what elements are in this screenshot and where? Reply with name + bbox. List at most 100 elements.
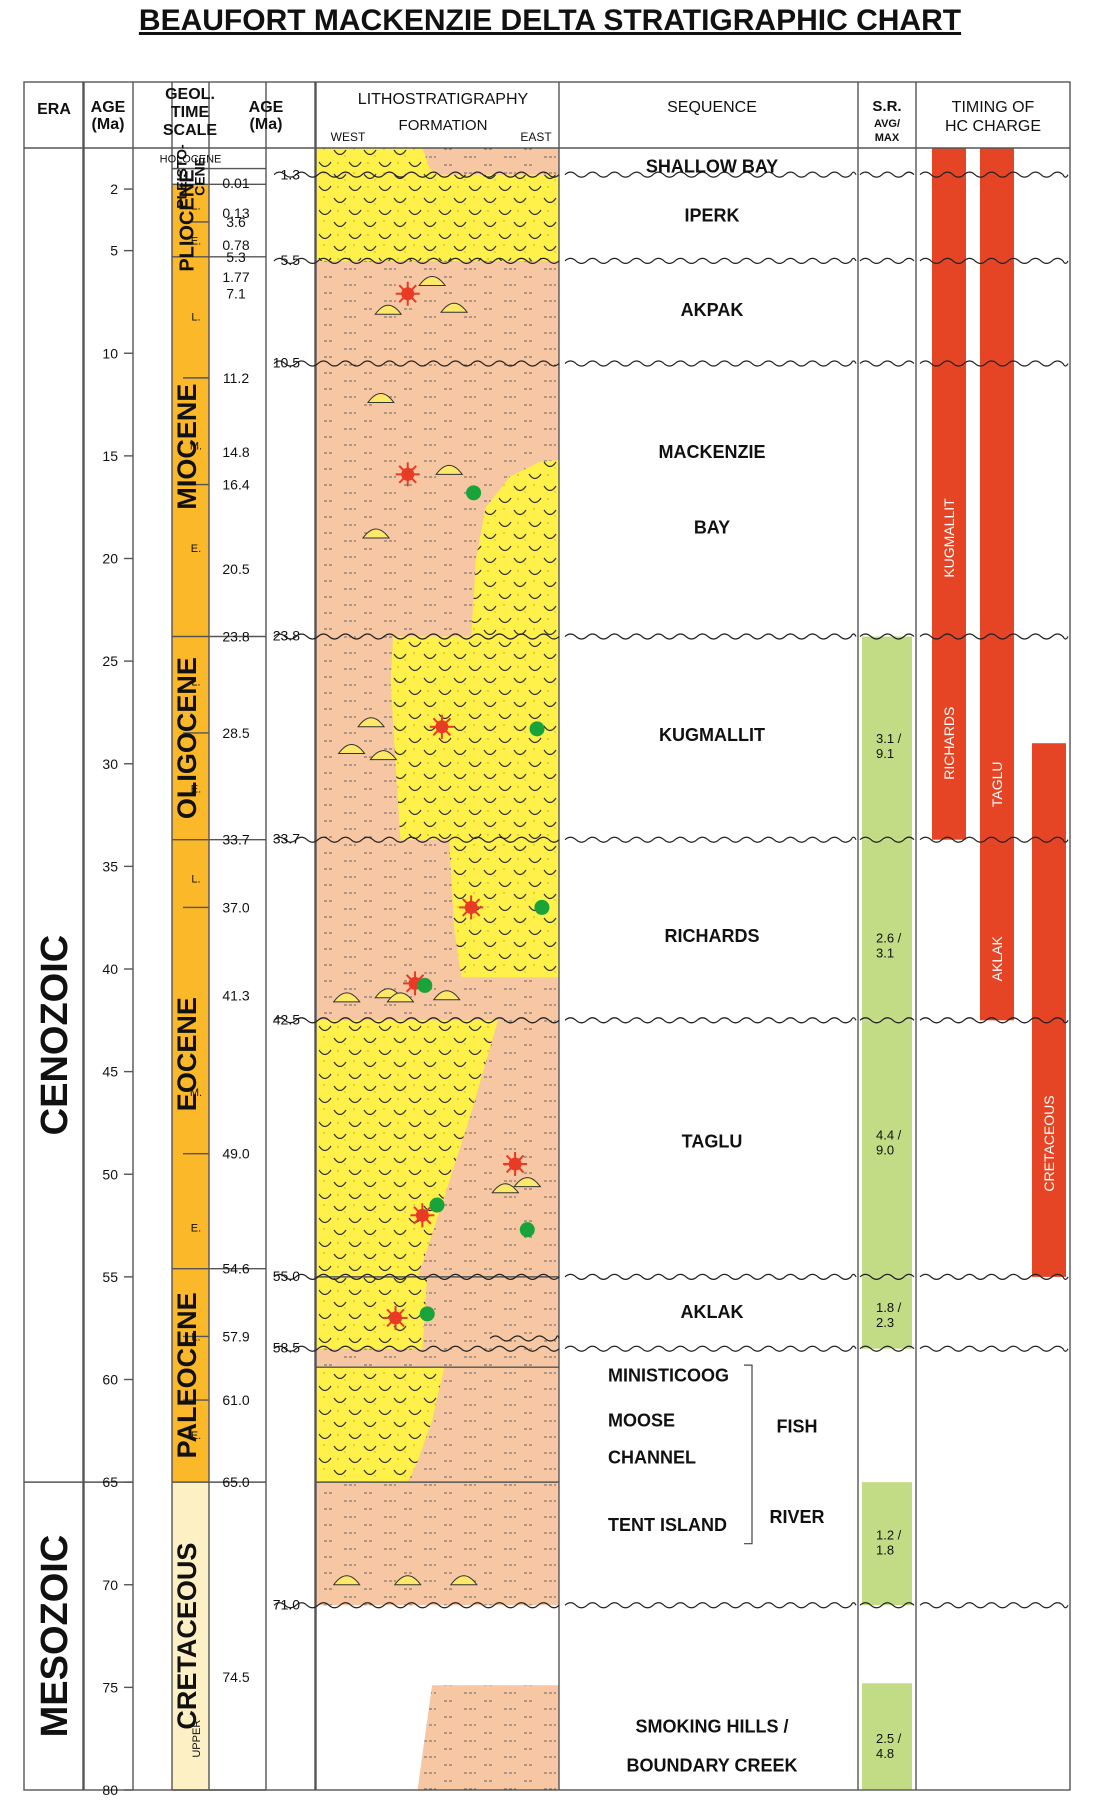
- unconformity-hc-55: [919, 1273, 1069, 1280]
- epoch-label-cretaceous: CRETACEOUS: [172, 1543, 202, 1730]
- sequence-label-9: SMOKING HILLS /: [636, 1716, 789, 1736]
- age-label-40: 40: [102, 961, 118, 977]
- header-age-unit: (Ma): [92, 116, 125, 133]
- sequence-label-2: AKPAK: [681, 300, 744, 320]
- unconformity-sr-71: [859, 1602, 915, 1609]
- source-rock-value-4-0: 1.2 /: [876, 1528, 902, 1543]
- sequence-age-label-5: 42.5: [273, 1011, 300, 1027]
- age-label-75: 75: [102, 1679, 118, 1695]
- gas-show-icon-0: [466, 485, 482, 501]
- sand-body-taglu: [315, 1020, 498, 1277]
- sequence-age-label-3: 23.8: [273, 627, 300, 643]
- unconformity-aklak-east: [489, 1335, 560, 1342]
- oil-show-icon-7: [383, 1305, 408, 1330]
- hc-charge-label-aklak: AKLAK: [989, 936, 1005, 982]
- epoch-box-6: [172, 1268, 209, 1483]
- geol-age-label-20: 65.0: [222, 1474, 249, 1490]
- sequence-label-10: BOUNDARY CREEK: [626, 1755, 797, 1775]
- subdivision-label-11: E.: [191, 1430, 201, 1442]
- age-label-10: 10: [102, 345, 118, 361]
- fish-river-member-1: MOOSE: [608, 1411, 675, 1431]
- sequence-label-0: SHALLOW BAY: [646, 156, 778, 176]
- subdivision-label-10: L.: [191, 1331, 200, 1343]
- source-rock-bar-4: [862, 1482, 912, 1606]
- sand-body-kugmallit: [390, 636, 559, 840]
- chart-frame: [23, 81, 1071, 1791]
- hc-charge-label-taglu: TAGLU: [989, 761, 1005, 807]
- unconformity-litho-10.5: [273, 360, 560, 367]
- subdivision-label-1: E.: [191, 235, 201, 247]
- unconformity-sequence-58.5: [564, 1345, 857, 1352]
- age-label-30: 30: [102, 756, 118, 772]
- age-label-70: 70: [102, 1577, 118, 1593]
- geol-age-label-13: 33.7: [222, 832, 249, 848]
- geol-age-label-3: 1.77: [222, 269, 249, 285]
- epoch-box-1: [172, 168, 209, 185]
- header-age-2: AGE: [249, 99, 284, 116]
- fish-river-bracket: [744, 1364, 753, 1545]
- sequence-age-label-8: 71.0: [273, 1596, 300, 1612]
- epoch-box-3: [172, 256, 209, 637]
- header-sr-max: MAX: [875, 132, 900, 144]
- epoch-box-7: [172, 1482, 209, 1790]
- age-label-2: 2: [110, 181, 118, 197]
- fish-river-member-3: TENT ISLAND: [608, 1515, 727, 1535]
- sand-lens-3: [366, 393, 395, 404]
- geol-age-label-19: 61.0: [222, 1392, 249, 1408]
- geol-age-label-6: 7.1: [226, 286, 246, 302]
- source-rock-bar-1: [862, 839, 912, 1021]
- sequence-label-6: RICHARDS: [664, 926, 759, 946]
- source-rock-value-0-0: 3.1 /: [876, 731, 902, 746]
- epoch-label-paleocene: PALEOCENE: [172, 1292, 202, 1458]
- age-label-50: 50: [102, 1166, 118, 1182]
- oil-show-icon-3: [459, 895, 484, 920]
- geol-age-label-11: 23.8: [222, 628, 249, 644]
- sequence-age-label-1: 5.5: [281, 252, 301, 268]
- epoch-label-miocene: MIOCENE: [172, 384, 202, 510]
- unconformity-sequence-5.5: [564, 257, 857, 264]
- epoch-box-5: [172, 839, 209, 1269]
- geol-age-label-8: 14.8: [222, 444, 249, 460]
- header-hc-charge: HC CHARGE: [945, 118, 1041, 135]
- source-rock-bar-5: [862, 1683, 912, 1790]
- sequence-label-8: AKLAK: [681, 1302, 744, 1322]
- age-label-45: 45: [102, 1064, 118, 1080]
- sand-lens-6: [337, 743, 366, 754]
- header-geol-time-scale-1: TIME: [171, 104, 210, 121]
- unconformity-sr-33.7: [859, 836, 915, 843]
- header-sequence: SEQUENCE: [667, 99, 757, 116]
- unconformity-litho-23.8: [273, 633, 560, 640]
- header-lithostratigraphy: LITHOSTRATIGRAPHY: [358, 91, 529, 108]
- sand-lens-4: [362, 528, 390, 539]
- epoch-label-pleistocene-0: PLEISTO-: [174, 144, 190, 209]
- sand-body-mackenzie-bay: [471, 460, 559, 637]
- sand-body-fish-river: [315, 1367, 445, 1483]
- subdivision-label-0: L.: [191, 200, 200, 212]
- epoch-label-holocene: HOLOCENE: [160, 153, 222, 165]
- unconformity-litho-33.7: [273, 836, 560, 843]
- unconformity-sr-42.5: [859, 1017, 915, 1024]
- oil-show-icon-6: [503, 1151, 528, 1176]
- subdivision-label-9: E.: [191, 1223, 201, 1235]
- header-era: ERA: [37, 101, 71, 118]
- source-rock-bar-0: [862, 636, 912, 840]
- unconformity-sr-1.3: [859, 171, 915, 178]
- unconformity-sr-5.5: [859, 257, 915, 264]
- hc-charge-label-richards: RICHARDS: [941, 707, 957, 780]
- source-rock-bar-3: [862, 1276, 912, 1349]
- oil-show-icon-1: [395, 462, 420, 487]
- unconformity-litho-42.5: [273, 1017, 560, 1024]
- sequence-age-label-4: 33.7: [273, 831, 300, 847]
- source-rock-value-3-0: 1.8 /: [876, 1300, 902, 1315]
- sequence-age-label-0: 1.3: [281, 167, 301, 183]
- header-timing-of: TIMING OF: [952, 99, 1035, 116]
- sequence-label-7: TAGLU: [682, 1131, 743, 1151]
- fish-river-member-2: CHANNEL: [608, 1447, 696, 1467]
- unconformity-litho-5.5: [273, 257, 560, 264]
- unconformity-sequence-42.5: [564, 1017, 857, 1024]
- oil-show-icon-5: [410, 1203, 435, 1228]
- sand-lens-16: [393, 1575, 422, 1586]
- subdivision-label-6: E.: [191, 783, 201, 795]
- grid-lines: [23, 81, 1071, 1791]
